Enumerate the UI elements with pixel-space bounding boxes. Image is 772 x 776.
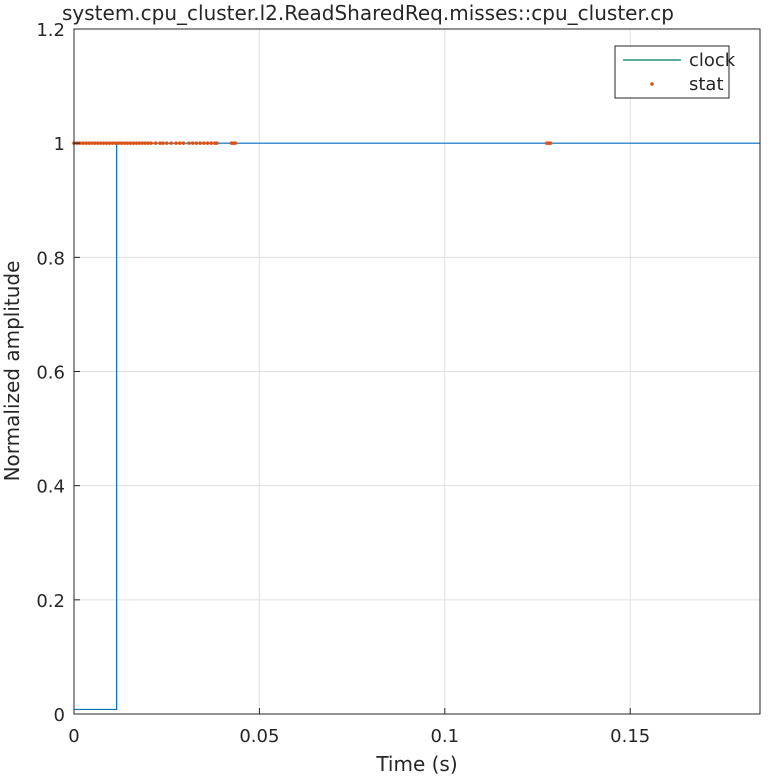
chart-title: system.cpu_cluster.l2.ReadSharedReq.miss… — [62, 1, 674, 25]
series-stat-point — [89, 141, 94, 145]
series-stat-point — [233, 141, 238, 145]
series-stat-point — [110, 141, 115, 145]
y-tick-label: 1.2 — [36, 20, 65, 41]
x-tick-label: 0 — [68, 726, 79, 747]
series-stat-point — [548, 141, 553, 145]
series-stat-point — [137, 141, 142, 145]
series-stat-point — [113, 141, 118, 145]
y-axis-label: Normalized amplitude — [0, 261, 24, 482]
series-layer — [72, 141, 760, 711]
x-tick-label: 0.1 — [430, 726, 459, 747]
x-tick-label: 0.15 — [610, 726, 650, 747]
series-stat-point — [187, 141, 191, 145]
series-stat-point — [209, 141, 213, 145]
legend-box — [614, 45, 730, 99]
series-stat-point — [101, 141, 106, 145]
legend-clock-label: clock — [689, 50, 736, 71]
series-stat-point — [146, 141, 150, 145]
series-stat-point — [214, 141, 219, 145]
series-stat-point — [194, 141, 199, 145]
series-stat-point — [174, 141, 178, 145]
series-stat-point — [198, 141, 202, 145]
y-tick-label: 0 — [54, 705, 65, 726]
y-tick-label: 1 — [54, 134, 65, 155]
series-stat-point — [98, 141, 103, 145]
series-stat-point — [104, 141, 109, 145]
series-stat-point — [131, 141, 136, 145]
x-axis: 0 0.05 0.1 0.15 — [68, 708, 650, 747]
series-stat-point — [92, 141, 97, 145]
y-axis: 0 0.2 0.4 0.6 0.8 1 1.2 — [36, 20, 80, 726]
legend-stat-label: stat — [689, 74, 724, 95]
series-stat-point — [149, 141, 153, 145]
series-stat-point — [181, 141, 186, 145]
series-stat-point — [143, 141, 147, 145]
x-tick-label: 0.05 — [239, 726, 279, 747]
series-stat-point — [87, 141, 91, 145]
series-stat-point — [205, 141, 210, 145]
series-stat-point — [116, 141, 121, 145]
x-axis-label: Time (s) — [375, 752, 457, 776]
series-stat-point — [125, 141, 130, 145]
y-tick-label: 0.8 — [36, 248, 65, 269]
series-stat-point — [164, 141, 169, 145]
series-stat-point — [134, 141, 139, 145]
legend-stat-swatch — [650, 82, 654, 86]
legend: clock stat — [614, 45, 736, 99]
series-stat-point — [153, 141, 158, 145]
series-stat-point — [128, 141, 133, 145]
series-stat-point — [169, 141, 173, 145]
series-stat-point — [119, 141, 124, 145]
y-tick-label: 0.6 — [36, 363, 65, 384]
series-stat-point — [201, 141, 206, 145]
series-stat-point — [177, 141, 182, 145]
series-stat-point — [190, 141, 195, 145]
series-stat-point — [107, 141, 112, 145]
series-stat-point — [161, 141, 165, 145]
series-stat-point — [158, 141, 162, 145]
series-clock-line — [74, 142, 760, 711]
series-stat-point — [84, 141, 88, 145]
y-tick-label: 0.4 — [36, 477, 65, 498]
series-stat-point — [81, 141, 85, 145]
y-tick-label: 0.2 — [36, 591, 65, 612]
series-stat-point — [140, 141, 145, 145]
series-stat-point — [95, 141, 100, 145]
series-stat-point — [122, 141, 127, 145]
